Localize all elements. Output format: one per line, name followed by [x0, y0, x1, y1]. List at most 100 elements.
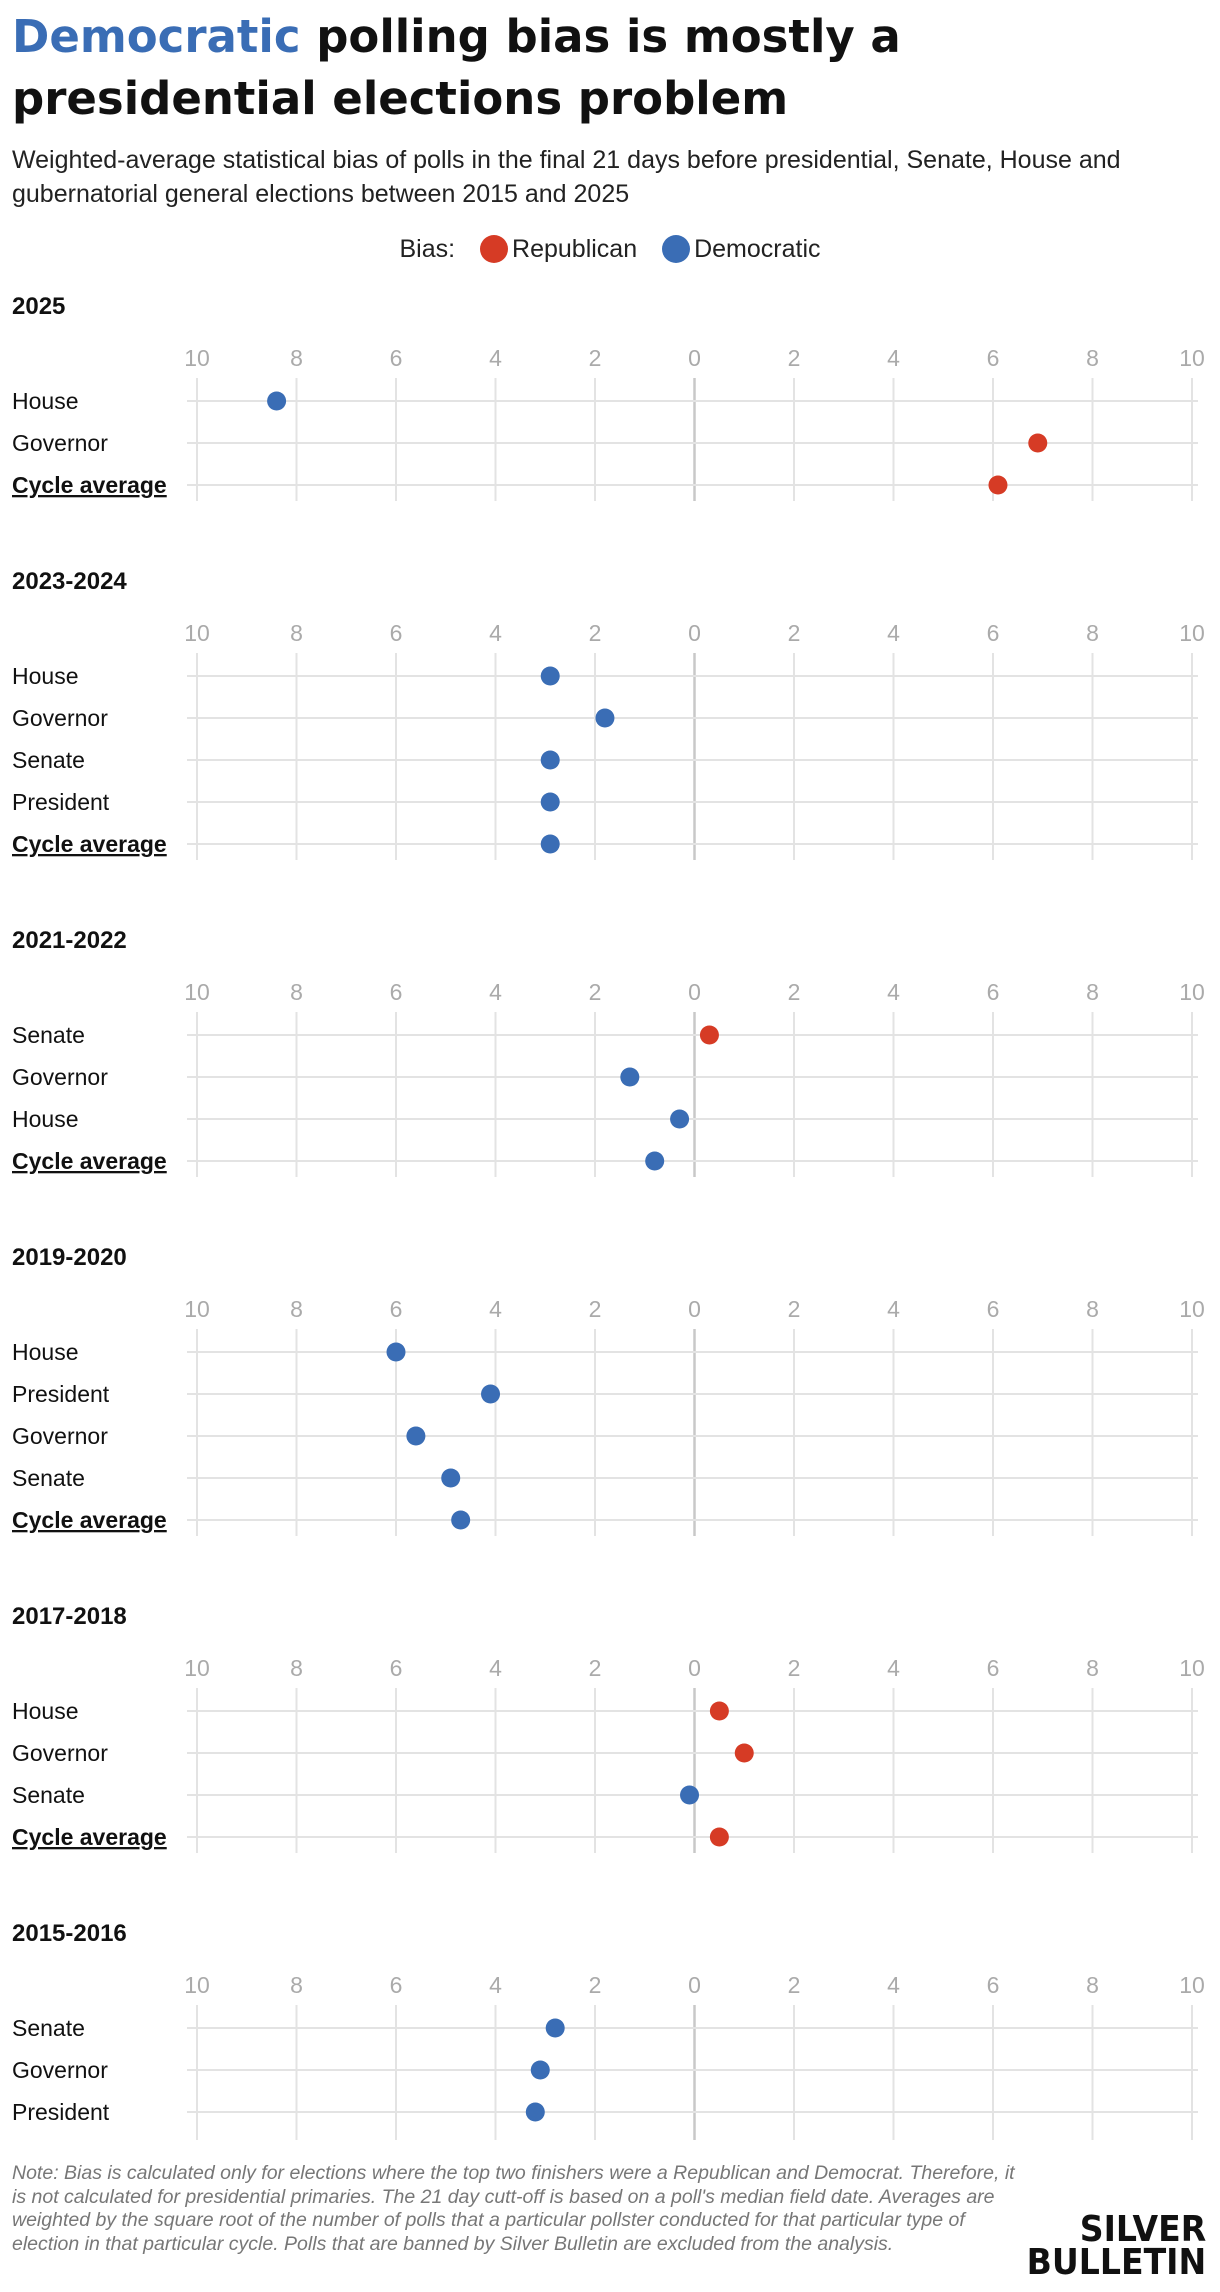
tick-label: 10	[1179, 1296, 1205, 1322]
tick-label: 4	[887, 1655, 900, 1681]
tick-label: 8	[290, 1296, 303, 1322]
data-point-republican	[1028, 433, 1048, 453]
legend-label: Bias:	[399, 234, 456, 263]
tick-label: 4	[489, 1655, 502, 1681]
panel-title: 2017-2018	[12, 1603, 127, 1630]
legend: Bias: Republican Democratic	[0, 234, 1220, 264]
data-point-democratic	[620, 1067, 640, 1087]
data-point-democratic	[540, 792, 560, 812]
tick-label: 2	[788, 1972, 801, 1998]
silver-bulletin-logo: SILVER BULLETIN	[1011, 2212, 1206, 2283]
tick-label: 10	[1179, 979, 1205, 1005]
tick-label: 4	[887, 345, 900, 371]
logo-line-2: BULLETIN	[1026, 2242, 1206, 2283]
row-label: Governor	[12, 1740, 108, 1766]
row-label: House	[12, 388, 78, 414]
tick-label: 2	[589, 1296, 602, 1322]
row-label: House	[12, 663, 78, 689]
tick-label: 8	[1086, 345, 1099, 371]
tick-label: 2	[788, 979, 801, 1005]
tick-label: 6	[987, 345, 1000, 371]
tick-label: 2	[788, 620, 801, 646]
panel-title: 2019-2020	[12, 1244, 127, 1271]
tick-label: 2	[589, 620, 602, 646]
tick-label: 6	[987, 1655, 1000, 1681]
data-point-democratic	[451, 1510, 471, 1530]
legend-swatch-democratic	[662, 235, 691, 264]
tick-label: 10	[184, 979, 210, 1005]
tick-label: 10	[1179, 1972, 1205, 1998]
tick-label: 6	[987, 979, 1000, 1005]
legend-swatch-republican	[480, 235, 509, 264]
row-label: Governor	[12, 705, 108, 731]
panel-title: 2015-2016	[12, 1920, 127, 1947]
data-point-republican	[734, 1743, 754, 1763]
row-label: Governor	[12, 1064, 108, 1090]
panel-title: 2023-2024	[12, 568, 127, 595]
tick-label: 2	[788, 345, 801, 371]
tick-label: 4	[489, 1296, 502, 1322]
tick-label: 0	[688, 345, 701, 371]
row-label: Senate	[12, 1782, 85, 1808]
row-label-cycle-average: Cycle average	[12, 1507, 167, 1533]
tick-label: 10	[184, 1972, 210, 1998]
row-label: President	[12, 2099, 110, 2125]
data-point-democratic	[545, 2018, 565, 2038]
tick-label: 2	[589, 345, 602, 371]
data-point-democratic	[386, 1342, 406, 1362]
data-point-democratic	[645, 1151, 665, 1171]
tick-label: 10	[1179, 1655, 1205, 1681]
panel-title: 2025	[12, 293, 65, 320]
title-accent: Democratic	[12, 10, 301, 63]
tick-label: 0	[688, 1655, 701, 1681]
panel-title: 2021-2022	[12, 927, 127, 954]
tick-label: 2	[788, 1655, 801, 1681]
tick-label: 10	[1179, 620, 1205, 646]
tick-label: 4	[489, 620, 502, 646]
tick-label: 2	[589, 979, 602, 1005]
tick-label: 4	[887, 620, 900, 646]
tick-label: 4	[887, 979, 900, 1005]
data-point-democratic	[530, 2060, 550, 2080]
chart-subtitle: Weighted-average statistical bias of pol…	[12, 146, 1121, 208]
data-point-democratic	[540, 750, 560, 770]
row-label: Senate	[12, 1465, 85, 1491]
tick-label: 4	[887, 1972, 900, 1998]
data-point-democratic	[525, 2102, 545, 2122]
row-label: House	[12, 1106, 78, 1132]
row-label: Governor	[12, 2057, 108, 2083]
row-label-cycle-average: Cycle average	[12, 1148, 167, 1174]
row-label: President	[12, 789, 110, 815]
chart-title: Democratic polling bias is mostly a pres…	[12, 6, 1192, 130]
data-point-democratic	[540, 666, 560, 686]
data-point-republican	[709, 1701, 729, 1721]
row-label: President	[12, 1381, 110, 1407]
tick-label: 0	[688, 1296, 701, 1322]
data-point-democratic	[481, 1384, 501, 1404]
data-point-democratic	[406, 1426, 426, 1446]
tick-label: 2	[788, 1296, 801, 1322]
tick-label: 8	[1086, 1296, 1099, 1322]
tick-label: 10	[1179, 345, 1205, 371]
tick-label: 6	[987, 1296, 1000, 1322]
tick-label: 6	[390, 345, 403, 371]
data-point-democratic	[540, 834, 560, 854]
tick-label: 10	[184, 345, 210, 371]
tick-label: 8	[290, 1972, 303, 1998]
title-rest: polling bias is mostly a presidential el…	[12, 10, 901, 125]
data-point-democratic	[680, 1785, 700, 1805]
tick-label: 10	[184, 1655, 210, 1681]
row-label-cycle-average: Cycle average	[12, 831, 167, 857]
tick-label: 2	[589, 1972, 602, 1998]
data-point-republican	[709, 1827, 729, 1847]
row-label: Governor	[12, 430, 108, 456]
row-label-cycle-average: Cycle average	[12, 472, 167, 498]
row-label: House	[12, 1339, 78, 1365]
data-point-democratic	[670, 1109, 690, 1129]
row-label: Senate	[12, 747, 85, 773]
data-point-democratic	[441, 1468, 461, 1488]
tick-label: 4	[489, 1972, 502, 1998]
tick-label: 8	[1086, 1972, 1099, 1998]
data-point-republican	[699, 1025, 719, 1045]
tick-label: 8	[290, 620, 303, 646]
